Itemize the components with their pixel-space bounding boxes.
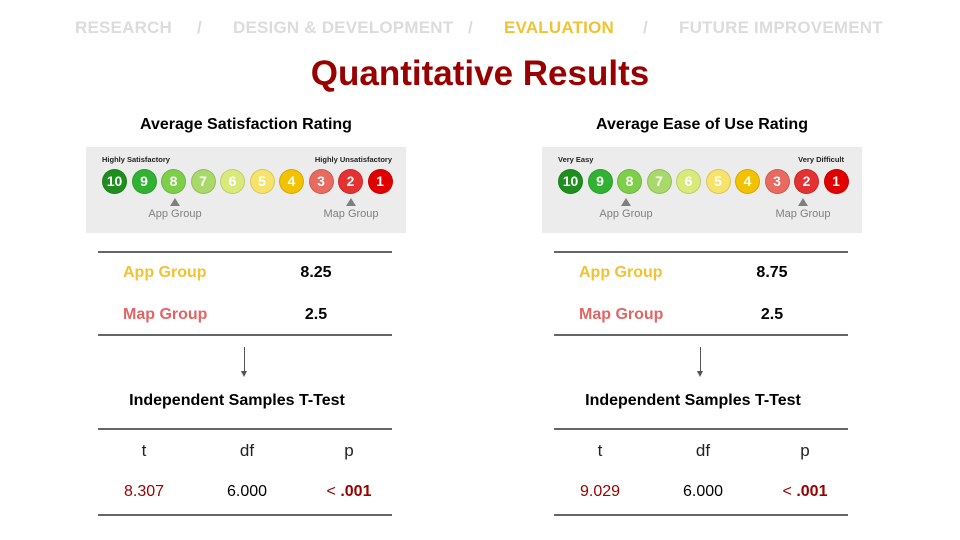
app-group-label: App Group xyxy=(123,264,207,281)
scale-low-label: Very Difficult xyxy=(798,155,844,164)
ttest-title: Independent Samples T-Test xyxy=(585,392,801,409)
map-group-pointer-icon xyxy=(346,198,356,206)
app-group-value: 8.25 xyxy=(300,264,332,281)
scale-circle-3: 3 xyxy=(764,169,790,194)
section-nav: RESEARCH / DESIGN & DEVELOPMENT / EVALUA… xyxy=(0,18,960,42)
divider xyxy=(98,514,392,516)
scale-circle-1: 1 xyxy=(367,169,393,194)
scale-low-label: Highly Unsatisfactory xyxy=(314,155,392,164)
scale-circle-8: 8 xyxy=(161,169,186,194)
divider xyxy=(98,334,392,336)
rating-scale: Very Easy Very Difficult 10 9 8 7 6 5 4 3 2 1 App… xyxy=(542,147,862,233)
scale-high-label: Very Easy xyxy=(558,155,594,164)
ttest-header-p: p xyxy=(800,441,810,460)
p-value: .001 xyxy=(796,483,828,500)
arrow-head-icon xyxy=(697,371,703,377)
scale-circle-7: 7 xyxy=(646,169,672,194)
scale-circle-1: 1 xyxy=(823,169,849,194)
ttest-header-df: df xyxy=(239,441,255,460)
map-group-label: Map Group xyxy=(123,306,208,323)
nav-item-future-improvement[interactable]: FUTURE IMPROVEMENT xyxy=(679,18,883,37)
ttest-header-df: df xyxy=(695,441,711,460)
p-prefix: < xyxy=(326,483,341,500)
app-group-value: 8.75 xyxy=(756,264,788,281)
divider xyxy=(554,334,848,336)
scale-circle-6: 6 xyxy=(220,169,245,194)
nav-item-design-development[interactable]: DESIGN & DEVELOPMENT xyxy=(233,18,454,37)
down-arrow-icon xyxy=(244,347,245,371)
scale-circle-10: 10 xyxy=(102,169,127,194)
arrow-head-icon xyxy=(241,371,247,377)
divider xyxy=(554,251,848,253)
ttest-value-df: 6.000 xyxy=(226,483,268,500)
rating-title: Average Ease of Use Rating xyxy=(596,116,808,133)
ttest-title: Independent Samples T-Test xyxy=(129,392,345,409)
nav-separator: / xyxy=(468,18,473,37)
ttest-value-p: < .001 xyxy=(304,483,394,501)
down-arrow-icon xyxy=(700,347,701,371)
page-title: Quantitative Results xyxy=(310,54,650,93)
scale-circle-5: 5 xyxy=(249,169,275,194)
scale-circle-8: 8 xyxy=(617,169,642,194)
scale-circle-9: 9 xyxy=(131,169,157,194)
divider xyxy=(554,514,848,516)
scale-circle-5: 5 xyxy=(705,169,731,194)
app-group-label: App Group xyxy=(579,264,663,281)
panel-satisfaction: Average Satisfaction Rating Highly Satis… xyxy=(46,0,446,540)
divider xyxy=(98,428,392,430)
map-group-label: Map Group xyxy=(579,306,664,323)
scale-circle-2: 2 xyxy=(794,169,819,194)
map-group-pointer-label: Map Group xyxy=(323,208,379,220)
nav-separator: / xyxy=(643,18,648,37)
nav-item-research[interactable]: RESEARCH xyxy=(75,18,173,37)
divider xyxy=(98,251,392,253)
divider xyxy=(554,428,848,430)
scale-circle-2: 2 xyxy=(338,169,363,194)
scale-circle-7: 7 xyxy=(190,169,216,194)
nav-separator: / xyxy=(197,18,202,37)
app-group-pointer-label: App Group xyxy=(599,208,653,220)
rating-scale: Highly Satisfactory Highly Unsatisfactor… xyxy=(86,147,406,233)
panel-ease-of-use: Average Ease of Use Rating Very Easy Ver… xyxy=(502,0,902,540)
scale-high-label: Highly Satisfactory xyxy=(102,155,170,164)
rating-title: Average Satisfaction Rating xyxy=(140,116,352,133)
scale-circle-3: 3 xyxy=(308,169,334,194)
map-group-value: 2.5 xyxy=(304,306,328,323)
map-group-pointer-label: Map Group xyxy=(775,208,831,220)
app-group-pointer-icon xyxy=(621,198,631,206)
p-prefix: < xyxy=(782,483,797,500)
ttest-header-t: t xyxy=(141,441,147,460)
app-group-pointer-label: App Group xyxy=(148,208,202,220)
scale-circle-4: 4 xyxy=(279,169,304,194)
ttest-header-t: t xyxy=(597,441,603,460)
ttest-value-t: 8.307 xyxy=(123,483,165,500)
scale-circle-6: 6 xyxy=(676,169,701,194)
ttest-value-p: < .001 xyxy=(760,483,850,501)
nav-item-evaluation[interactable]: EVALUATION xyxy=(504,18,614,37)
scale-circle-9: 9 xyxy=(587,169,613,194)
map-group-pointer-icon xyxy=(798,198,808,206)
p-value: .001 xyxy=(340,483,372,500)
app-group-pointer-icon xyxy=(170,198,180,206)
ttest-value-df: 6.000 xyxy=(682,483,724,500)
ttest-header-p: p xyxy=(344,441,354,460)
ttest-value-t: 9.029 xyxy=(579,483,621,500)
scale-circle-4: 4 xyxy=(735,169,760,194)
map-group-value: 2.5 xyxy=(760,306,784,323)
scale-circle-10: 10 xyxy=(558,169,583,194)
